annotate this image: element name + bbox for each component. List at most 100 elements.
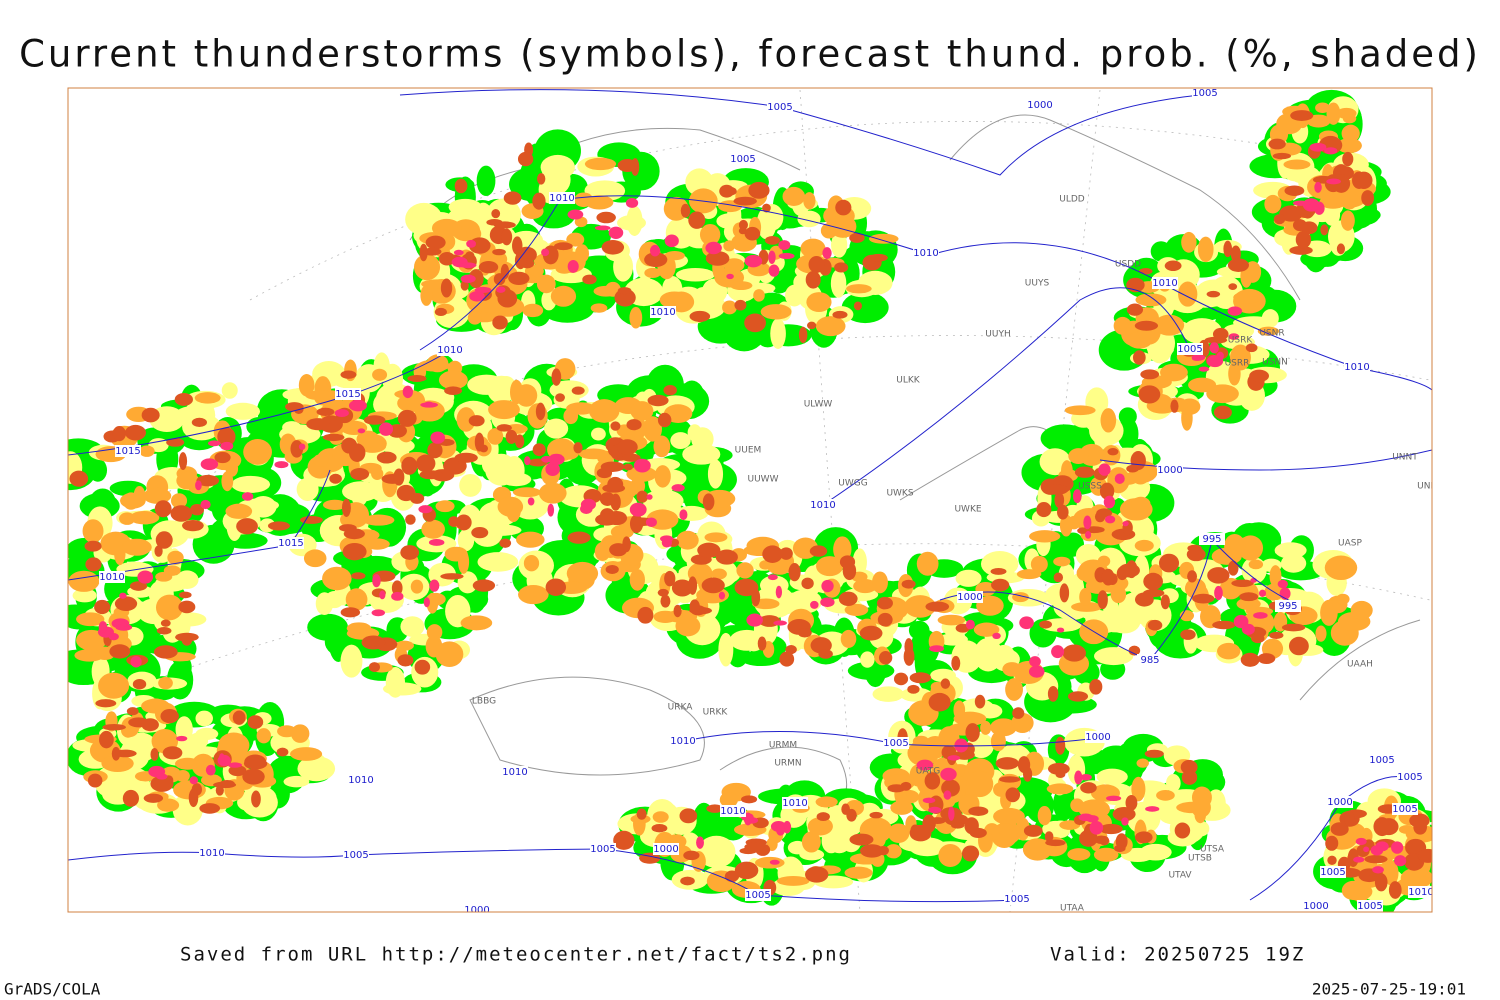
shading-cell xyxy=(351,485,368,507)
shading-cell xyxy=(1192,593,1215,604)
shading-cell xyxy=(1330,822,1349,836)
shading-cell xyxy=(493,273,506,286)
isobar-label: 1010 xyxy=(650,307,675,318)
shading-cell xyxy=(1022,838,1053,861)
shading-cell xyxy=(625,198,639,208)
shading-cell xyxy=(340,607,361,618)
isobar xyxy=(68,469,331,581)
shading-cell xyxy=(859,625,883,641)
shading-cell xyxy=(1097,555,1111,567)
shading-cell xyxy=(345,588,368,611)
shading-cell xyxy=(734,578,759,597)
shading-cell xyxy=(1206,290,1221,298)
shading-cell xyxy=(1064,405,1096,416)
shading-cell xyxy=(342,542,367,561)
shading-cell xyxy=(547,503,555,517)
shading-cell xyxy=(435,500,455,513)
shading-cell xyxy=(877,612,893,627)
shading-cell xyxy=(478,260,499,274)
shading-cell xyxy=(167,550,184,565)
isobar-label: 1010 xyxy=(348,775,373,786)
shading-cell xyxy=(922,797,936,804)
shading-cell xyxy=(1017,756,1031,774)
isobar-label-bg xyxy=(1320,866,1346,878)
shading-cell xyxy=(501,228,513,246)
shading-cell xyxy=(156,627,172,635)
shading-cell xyxy=(1257,653,1276,664)
shading-cell xyxy=(626,419,642,431)
isobar-label-bg xyxy=(1152,277,1178,289)
shading-cell xyxy=(225,503,253,519)
shading-cell xyxy=(418,505,433,514)
shading-cell xyxy=(711,568,727,580)
station-label: USNN xyxy=(1262,358,1288,368)
shading-cell xyxy=(491,209,501,219)
station-label: ULDD xyxy=(1059,195,1085,205)
shading-cell xyxy=(282,421,302,434)
shading-cell xyxy=(849,833,874,846)
shading-cell xyxy=(480,524,522,536)
shading-cell xyxy=(1194,821,1210,837)
shading-cell xyxy=(361,635,386,650)
shading-cell xyxy=(1079,829,1098,847)
station-label: UASP xyxy=(1338,539,1362,549)
isobar-label: 1005 xyxy=(1392,804,1417,815)
isobar-label: 1005 xyxy=(1192,88,1217,99)
shading-cell xyxy=(744,842,765,852)
shading-cell xyxy=(419,243,428,262)
shading-cell xyxy=(160,709,179,724)
shading-cell xyxy=(1160,594,1170,610)
shading-cell xyxy=(762,203,771,213)
shading-cell xyxy=(756,206,777,240)
shading-cell xyxy=(595,513,619,526)
shading-cell xyxy=(601,240,625,255)
shading-cell xyxy=(515,434,525,449)
shading-cell xyxy=(1327,855,1337,866)
shading-cell xyxy=(1180,629,1196,640)
isobar-label-bg xyxy=(335,388,361,400)
shading-cell xyxy=(431,218,462,238)
isobar-label: 1010 xyxy=(720,806,745,817)
shading-cell xyxy=(696,836,704,849)
shading-cell xyxy=(768,264,780,277)
shading-cell xyxy=(413,254,441,281)
shading-cell xyxy=(1264,194,1282,214)
shading-cell xyxy=(688,576,698,595)
shading-cell xyxy=(801,831,821,853)
isobar-label: 1000 xyxy=(464,905,489,916)
coastline xyxy=(899,426,1061,501)
shading-cell xyxy=(706,804,724,813)
shading-cell xyxy=(831,232,848,258)
shading-cell xyxy=(866,829,886,849)
shading-cell xyxy=(488,400,520,420)
shading-cell xyxy=(890,800,913,815)
station-label: UNBB xyxy=(1417,482,1443,492)
shading-cell xyxy=(1030,555,1048,573)
shading-cell xyxy=(688,211,706,229)
shading-cell xyxy=(629,502,647,517)
shading-cell xyxy=(423,597,430,608)
shading-cell xyxy=(734,861,759,880)
shading-cell xyxy=(815,316,846,337)
shading-cell xyxy=(1062,644,1086,662)
shading-cell xyxy=(980,720,992,735)
shading-cell xyxy=(396,484,416,502)
shading-cell xyxy=(1417,848,1432,863)
isobar-label: 1010 xyxy=(99,572,124,583)
shading-cell xyxy=(236,518,258,535)
shading-cell xyxy=(195,710,213,727)
shading-cell xyxy=(687,424,702,442)
shading-cell xyxy=(175,757,201,770)
shading-cell xyxy=(220,441,234,451)
shading-cell xyxy=(69,470,89,487)
shading-cell xyxy=(1372,866,1384,874)
shading-cell xyxy=(112,426,126,442)
shading-cell xyxy=(904,595,936,618)
shading-cell xyxy=(1277,579,1288,589)
shading-cell xyxy=(630,401,654,421)
shading-cell xyxy=(990,731,1006,752)
shading-cell xyxy=(334,409,349,418)
shading-cell xyxy=(1132,350,1146,365)
shading-cell xyxy=(1170,399,1179,413)
